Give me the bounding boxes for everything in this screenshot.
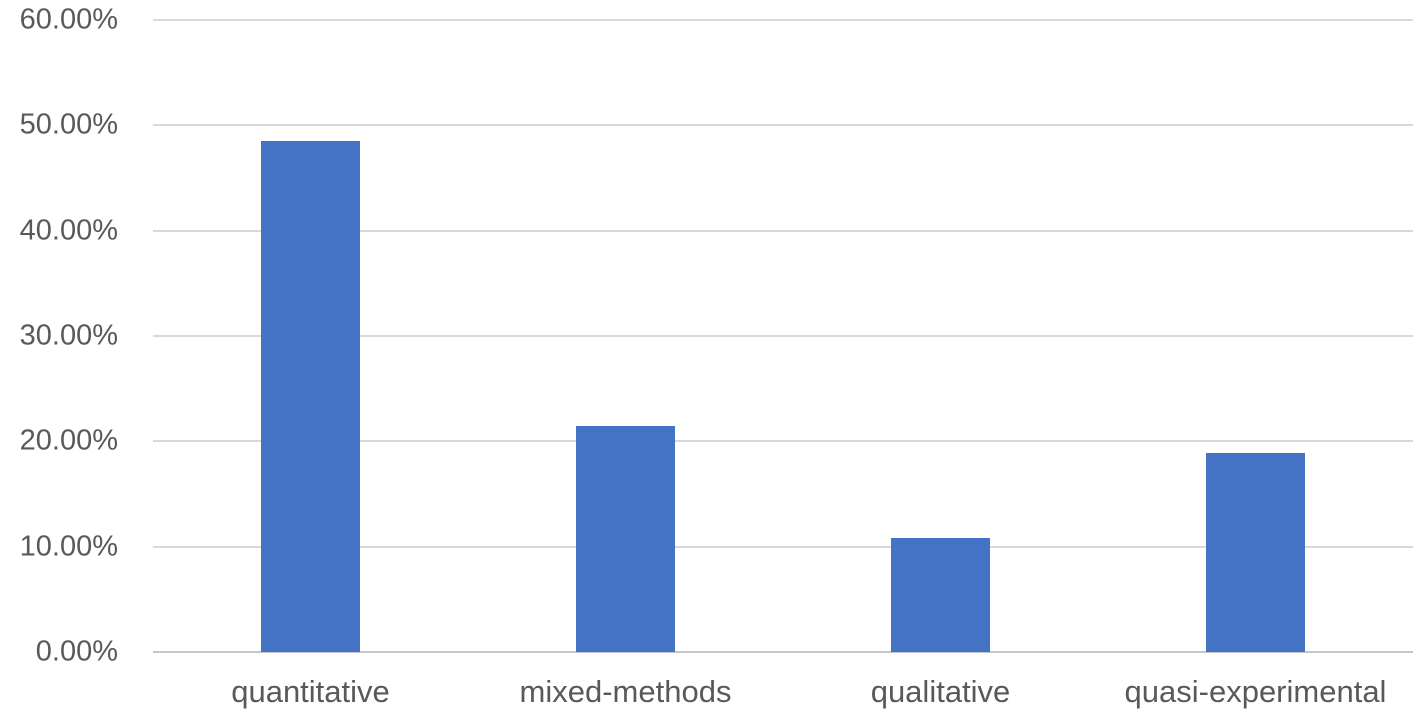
bar-quantitative bbox=[261, 141, 360, 652]
x-axis-line bbox=[153, 651, 1413, 653]
y-tick-label: 20.00% bbox=[19, 424, 118, 457]
gridline bbox=[153, 229, 1413, 232]
gridline bbox=[153, 440, 1413, 443]
plot-area bbox=[153, 19, 1413, 653]
y-tick-label: 30.00% bbox=[19, 319, 118, 352]
bar-mixed-methods bbox=[576, 425, 675, 652]
gridline bbox=[153, 335, 1413, 337]
y-tick-label: 40.00% bbox=[19, 214, 118, 247]
y-tick-label: 0.00% bbox=[35, 635, 118, 668]
gridline bbox=[153, 19, 1413, 21]
y-tick-label: 60.00% bbox=[19, 3, 118, 36]
gridline bbox=[153, 124, 1413, 127]
x-tick-label-mixed-methods: mixed-methods bbox=[519, 674, 732, 709]
bar-quasi-experimental bbox=[1206, 452, 1305, 652]
y-tick-label: 50.00% bbox=[19, 108, 118, 141]
x-tick-label-quasi-experimental: quasi-experimental bbox=[1124, 674, 1387, 709]
gridline bbox=[153, 545, 1413, 548]
bar-qualitative bbox=[891, 538, 990, 652]
x-tick-label-quantitative: quantitative bbox=[231, 674, 390, 709]
x-tick-label-qualitative: qualitative bbox=[870, 674, 1011, 709]
y-tick-label: 10.00% bbox=[19, 530, 118, 563]
